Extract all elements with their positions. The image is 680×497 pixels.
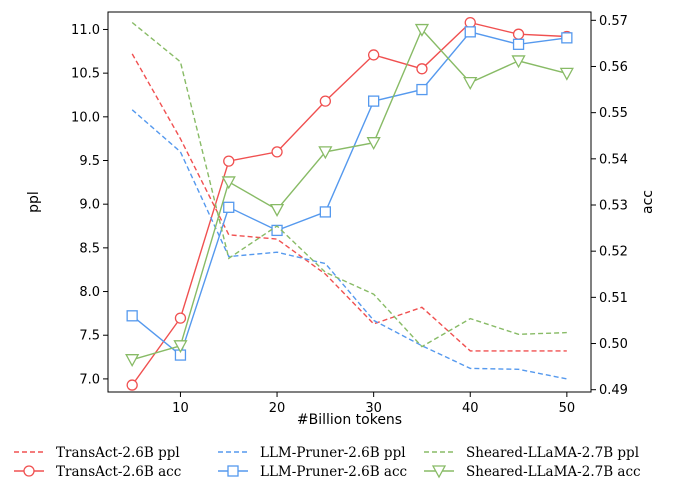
legend-marker (23, 465, 35, 477)
legend-item: LLM-Pruner-2.6B acc (218, 464, 407, 480)
right-y-tick-label: 0.49 (599, 383, 628, 398)
series-sheared-llama-2-7b-acc (125, 23, 574, 368)
x-tick-label: 50 (559, 401, 576, 416)
left-y-tick-label: 10.5 (71, 67, 100, 82)
series-line (131, 31, 567, 357)
left-y-tick-label: 11.0 (71, 23, 100, 38)
left-y-tick-label: 8.0 (79, 285, 100, 300)
plot-frame (107, 11, 592, 393)
data-point (561, 32, 573, 44)
left-y-tick-label: 9.5 (79, 154, 100, 169)
data-point (511, 55, 526, 69)
right-y-tick-label: 0.57 (599, 14, 628, 29)
right-y-axis-label: acc (640, 190, 656, 214)
right-y-tick-label: 0.55 (599, 106, 628, 121)
legend-item: LLM-Pruner-2.6B ppl (218, 445, 406, 461)
legend-label: TransAct-2.6B ppl (56, 445, 180, 461)
data-point (464, 26, 476, 38)
x-tick-label: 30 (365, 401, 382, 416)
data-point (223, 201, 235, 213)
data-point (367, 49, 380, 61)
data-point (174, 312, 187, 324)
right-y-tick-label: 0.50 (599, 337, 628, 352)
legend-label: Sheared-LLaMA-2.7B acc (466, 464, 641, 480)
legend-label: LLM-Pruner-2.6B acc (260, 464, 407, 480)
data-point (416, 63, 428, 75)
data-point (271, 146, 283, 158)
series-llm-pruner-2-6b-acc (126, 26, 573, 361)
series-sheared-llama-2-7b-ppl (131, 21, 567, 348)
data-point (126, 310, 138, 322)
data-point (414, 23, 430, 37)
legend-item: Sheared-LLaMA-2.7B acc (424, 464, 641, 480)
right-y-tick-label: 0.53 (599, 199, 628, 214)
data-point (221, 176, 236, 190)
x-axis-label: #Billion tokens (297, 412, 402, 428)
data-point (126, 379, 138, 391)
x-tick-label: 20 (269, 401, 286, 416)
legend-item: TransAct-2.6B ppl (14, 445, 180, 461)
x-axis-ticks: 10 20 30 40 50 (172, 392, 575, 416)
series-line (131, 109, 567, 380)
right-y-tick-label: 0.52 (599, 245, 628, 260)
series-transact-2-6b-acc (126, 16, 573, 391)
legend-label: TransAct-2.6B acc (56, 464, 181, 480)
data-point (125, 354, 140, 368)
left-y-tick-label: 8.5 (79, 241, 100, 256)
right-y-tick-label: 0.51 (599, 291, 628, 306)
legend-item: Sheared-LLaMA-2.7B ppl (424, 445, 639, 461)
left-y-axis-label: ppl (26, 191, 42, 213)
series-line (131, 53, 567, 352)
right-y-axis-ticks: 0.49 0.50 0.51 0.52 0.53 0.54 0.55 0.56 0.57 (591, 14, 628, 398)
right-y-tick-label: 0.56 (599, 60, 628, 75)
series-layer (125, 16, 574, 391)
series-line (132, 28, 567, 361)
data-point (319, 95, 332, 107)
data-point (464, 16, 476, 29)
legend-marker (431, 465, 447, 479)
legend-label: LLM-Pruner-2.6B ppl (260, 445, 406, 461)
x-tick-label: 10 (172, 401, 189, 416)
data-point (512, 38, 525, 50)
series-line (131, 21, 567, 348)
data-point (318, 146, 333, 160)
data-point (319, 206, 332, 218)
series-line (131, 21, 567, 386)
data-point (367, 95, 380, 107)
left-y-axis-ticks: 7.0 7.5 8.0 8.5 9.0 9.5 10.0 10.5 11.0 (71, 23, 108, 387)
legend-label: Sheared-LLaMA-2.7B ppl (466, 445, 639, 461)
data-point (366, 137, 381, 151)
data-point (416, 83, 428, 96)
data-point (223, 155, 235, 167)
data-point (269, 203, 285, 217)
legend: TransAct-2.6B ppl TransAct-2.6B acc LLM-Pr… (14, 445, 641, 480)
legend-item: TransAct-2.6B acc (14, 464, 181, 480)
left-y-tick-label: 10.0 (71, 110, 100, 125)
series-llm-pruner-2-6b-ppl (131, 109, 567, 380)
data-point (173, 340, 188, 354)
legend-marker (227, 465, 239, 477)
left-y-tick-label: 9.0 (79, 198, 100, 213)
series-transact-2-6b-ppl (131, 53, 567, 352)
x-tick-label: 40 (462, 401, 479, 416)
left-y-tick-label: 7.0 (79, 372, 100, 387)
data-point (463, 76, 478, 91)
right-y-tick-label: 0.54 (599, 152, 628, 167)
data-point (559, 67, 574, 81)
data-point (512, 28, 525, 40)
left-y-tick-label: 7.5 (79, 329, 100, 344)
